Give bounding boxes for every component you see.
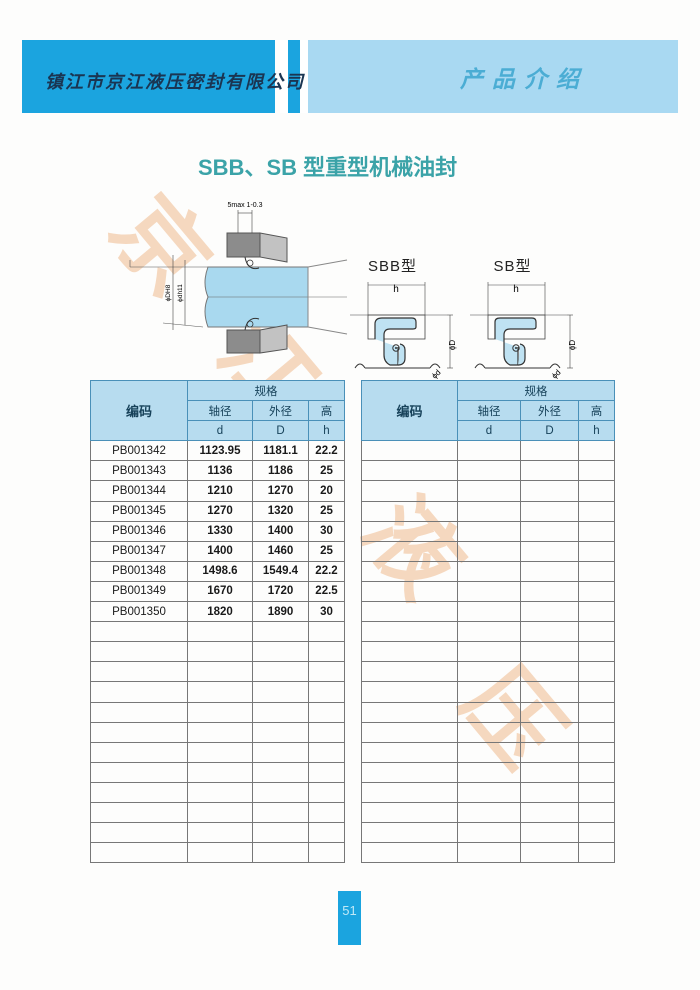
svg-text:ϕDH8: ϕDH8 — [165, 284, 172, 301]
svg-text:ϕdh11: ϕdh11 — [177, 284, 184, 302]
svg-text:ϕD: ϕD — [568, 340, 577, 350]
svg-text:5max 1-0.3: 5max 1-0.3 — [227, 202, 262, 209]
svg-text:ϕD: ϕD — [448, 340, 457, 350]
svg-text:h: h — [393, 284, 399, 295]
svg-text:h: h — [513, 284, 519, 295]
svg-text:ϕd: ϕd — [430, 368, 443, 381]
svg-text:ϕd: ϕd — [550, 368, 563, 381]
